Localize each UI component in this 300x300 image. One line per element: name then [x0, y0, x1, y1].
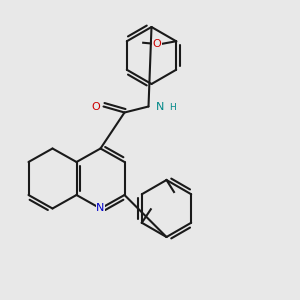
Text: N: N — [96, 203, 105, 214]
Text: H: H — [169, 103, 176, 112]
Text: N: N — [156, 101, 165, 112]
Text: O: O — [152, 39, 161, 49]
Text: O: O — [92, 101, 100, 112]
